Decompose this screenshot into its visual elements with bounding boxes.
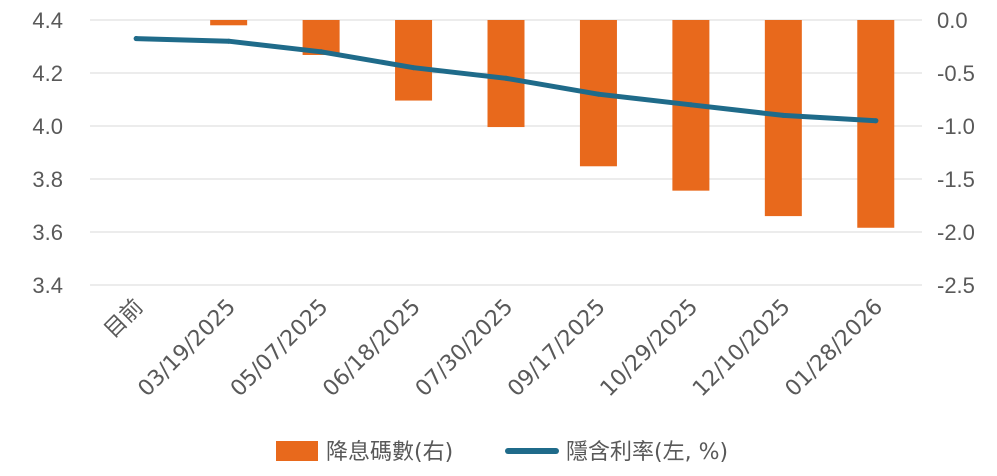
category-label: 09/17/2025	[503, 295, 610, 402]
category-label: 01/28/2026	[781, 295, 888, 402]
left-tick-label: 4.4	[32, 8, 63, 33]
right-axis-ticks: -2.5 -2.0 -1.5 -1.0 -0.5 0.0	[937, 8, 975, 298]
category-axis-labels: 目前03/19/202505/07/202506/18/202507/30/20…	[100, 295, 888, 402]
line-point	[688, 102, 694, 108]
bar	[857, 20, 895, 228]
legend: 降息碼數(右) 隱含利率(左, %)	[276, 440, 728, 465]
line-point	[411, 65, 417, 71]
legend-bar-label: 降息碼數(右)	[326, 440, 453, 465]
line-point	[873, 118, 879, 124]
left-tick-label: 4.2	[32, 61, 63, 86]
right-tick-label: 0.0	[937, 8, 968, 33]
left-tick-label: 4.0	[32, 114, 63, 139]
category-label: 03/19/2025	[134, 295, 241, 402]
line-point	[595, 91, 601, 97]
line-point	[226, 38, 232, 44]
bar	[210, 20, 248, 26]
category-label: 05/07/2025	[226, 295, 333, 402]
category-label: 07/30/2025	[411, 295, 518, 402]
legend-line-label: 隱含利率(左, %)	[566, 440, 728, 465]
category-label: 06/18/2025	[318, 295, 425, 402]
left-axis-ticks: 3.4 3.6 3.8 4.0 4.2 4.4	[32, 8, 63, 298]
right-tick-label: -0.5	[937, 61, 975, 86]
left-tick-label: 3.6	[32, 220, 63, 245]
bar	[395, 20, 433, 101]
right-tick-label: -1.0	[937, 114, 975, 139]
legend-bar-swatch	[276, 441, 318, 461]
line-point	[133, 36, 139, 42]
category-label: 目前	[100, 295, 149, 344]
line-point	[503, 75, 509, 81]
category-label: 10/29/2025	[596, 295, 703, 402]
right-tick-label: -1.5	[937, 167, 975, 192]
line-point	[780, 112, 786, 118]
line-point	[318, 49, 324, 55]
line-series	[133, 36, 879, 124]
left-tick-label: 3.8	[32, 167, 63, 192]
bar	[487, 20, 525, 128]
right-tick-label: -2.0	[937, 220, 975, 245]
bar-series	[210, 20, 895, 228]
right-tick-label: -2.5	[937, 273, 975, 298]
left-tick-label: 3.4	[32, 273, 63, 298]
category-label: 12/10/2025	[688, 295, 795, 402]
